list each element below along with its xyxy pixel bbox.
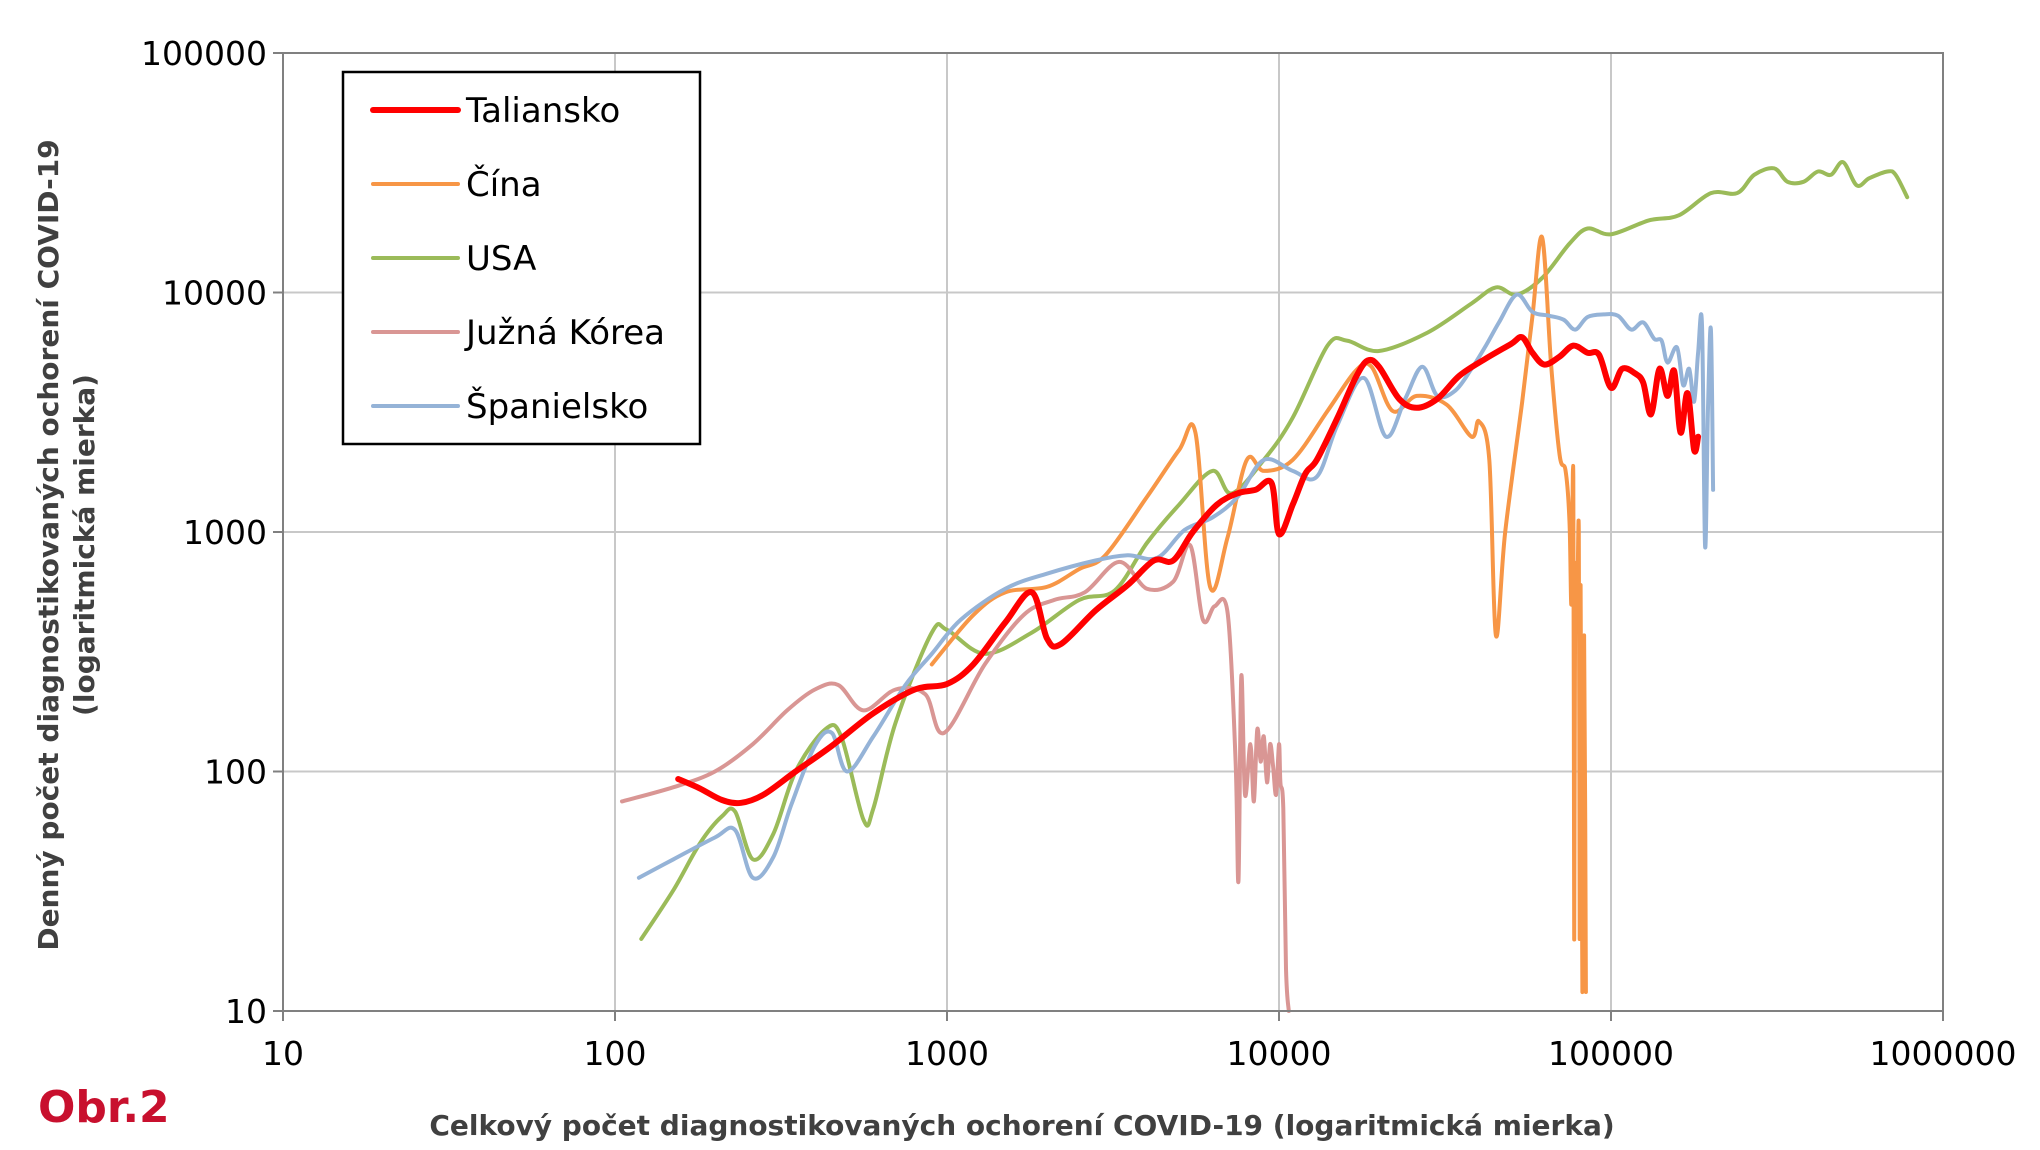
series-line-taliansko	[675, 334, 1702, 807]
y-tick-label: 10000	[162, 274, 267, 313]
y-axis-title: Denný počet diagnostikovaných ochorení C…	[32, 139, 101, 950]
x-axis-title: Celkový počet diagnostikovaných ochorení…	[429, 1109, 1614, 1142]
y-tick-label: 100000	[141, 34, 267, 73]
legend-label-juzna-korea: Južná Kórea	[464, 313, 665, 353]
x-tick-label: 10	[262, 1034, 304, 1073]
legend-label-spanielsko: Španielsko	[466, 386, 648, 427]
series-line-spanielsko	[636, 292, 1716, 881]
series-line-usa	[639, 160, 1910, 941]
y-tick-label: 10	[225, 992, 267, 1031]
x-tick-label: 10000	[1227, 1034, 1332, 1073]
y-tick-label: 1000	[183, 513, 267, 552]
figure-label: Obr.2	[38, 1082, 170, 1133]
y-tick-label: 100	[204, 753, 267, 792]
tick-labels: 10 100 1000 10000 100000 1000000 10 100 1000 1000…	[141, 34, 2016, 1073]
legend-label-cina: Čína	[466, 164, 542, 205]
series-layer	[620, 160, 1910, 1013]
x-tick-label: 1000	[905, 1034, 989, 1073]
x-tick-label: 100	[584, 1034, 647, 1073]
legend: Taliansko Čína USA Južná Kórea Španielsko	[341, 70, 702, 446]
x-tick-label: 100000	[1548, 1034, 1674, 1073]
x-tick-label: 1000000	[1870, 1034, 2017, 1073]
legend-label-usa: USA	[466, 239, 536, 279]
series-line-juzna-korea	[620, 542, 1291, 1013]
legend-label-taliansko: Taliansko	[465, 91, 620, 131]
y-axis-title-line-1: Denný počet diagnostikovaných ochorení C…	[32, 139, 65, 950]
y-axis-title-line-2: (logaritmická mierka)	[68, 374, 101, 716]
